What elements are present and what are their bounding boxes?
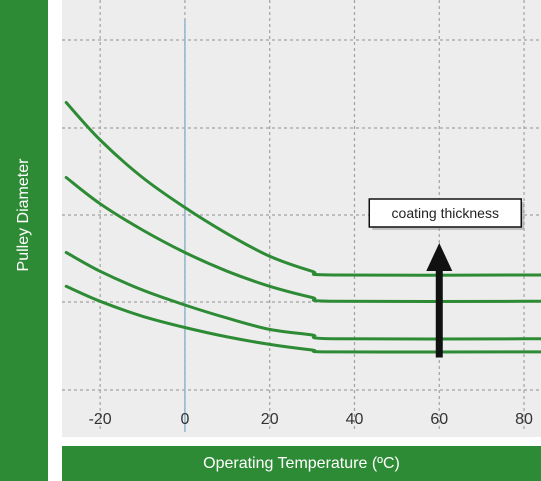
x-axis-title: Operating Temperature (ºC) xyxy=(203,455,400,472)
x-tick-label: 40 xyxy=(346,411,364,428)
series-line-1 xyxy=(64,101,541,277)
arrow-head xyxy=(426,243,453,271)
series-line-4 xyxy=(64,284,541,354)
x-tick-label: -20 xyxy=(89,411,112,428)
x-tick-label: 0 xyxy=(180,411,189,428)
annotation-text: coating thickness xyxy=(392,205,499,221)
series-line-3 xyxy=(64,251,541,341)
x-axis-title-bar: Operating Temperature (ºC) xyxy=(62,446,541,481)
annotation-box xyxy=(368,198,523,228)
series-group xyxy=(64,101,541,354)
x-tick-labels: -20 0 20 40 60 80 xyxy=(89,411,533,428)
grid xyxy=(62,0,541,430)
annotation: coating thickness xyxy=(368,198,525,358)
x-tick-label: 20 xyxy=(261,411,279,428)
x-tick-label: 80 xyxy=(515,411,533,428)
y-axis-title-bar: Pulley Diameter xyxy=(0,0,48,481)
series-line-2 xyxy=(64,176,541,304)
x-tick-label: 60 xyxy=(430,411,448,428)
